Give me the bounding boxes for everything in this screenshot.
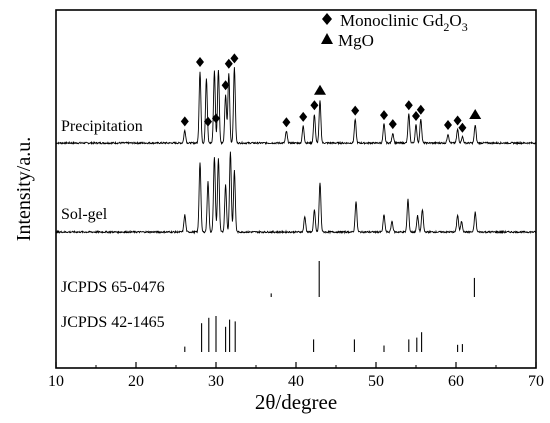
x-tick-label-60: 60: [448, 373, 464, 390]
diamond-marker-icon: [180, 116, 189, 127]
x-tick-label-40: 40: [288, 373, 304, 390]
curves-layer: [55, 67, 537, 352]
xrd-curve-precipitation: [55, 67, 537, 146]
label-sol-gel: Sol-gel: [61, 206, 108, 223]
diamond-marker-icon: [221, 80, 230, 91]
diamond-marker-icon: [212, 113, 220, 124]
triangle-marker-icon: [469, 109, 482, 119]
label-jcpds-42-1465: JCPDS 42-1465: [61, 314, 165, 331]
legend-triangle-icon: [321, 33, 333, 44]
diamond-marker-icon: [224, 58, 233, 69]
diamond-marker-icon: [453, 115, 462, 126]
x-tick-label-50: 50: [368, 373, 384, 390]
y-axis-label: Intensity/a.u.: [13, 137, 35, 241]
triangle-marker-icon: [314, 84, 326, 95]
x-tick-label-10: 10: [48, 373, 64, 390]
diamond-marker-icon: [458, 122, 467, 133]
diamond-marker-icon: [404, 100, 413, 111]
xrd-curve-sol-gel: [55, 151, 537, 235]
label-jcpds-65-0476: JCPDS 65-0476: [61, 279, 165, 296]
diamond-marker-icon: [299, 111, 308, 122]
diamond-marker-icon: [282, 117, 291, 128]
diamond-marker-icon: [310, 100, 319, 111]
diamond-marker-icon: [388, 119, 397, 130]
markers-layer: [180, 53, 482, 133]
diamond-marker-icon: [196, 57, 204, 67]
legend-mgo-label: MgO: [338, 31, 374, 50]
diamond-marker-icon: [412, 110, 420, 121]
x-axis-ticks: 10 20 30 40 50 60 70: [48, 362, 544, 390]
x-tick-label-30: 30: [208, 373, 224, 390]
diamond-marker-icon: [444, 120, 452, 130]
legend: Monoclinic Gd2O3 MgO: [321, 11, 468, 50]
legend-gd2o3-label: Monoclinic Gd2O3: [340, 11, 468, 34]
diamond-marker-icon: [351, 105, 360, 116]
x-axis-label: 2θ/degree: [255, 390, 337, 414]
diamond-marker-icon: [416, 104, 425, 115]
x-tick-label-70: 70: [528, 373, 544, 390]
label-precipitation: Precipitation: [61, 118, 143, 135]
legend-diamond-icon: [322, 13, 332, 25]
diamond-marker-icon: [230, 53, 239, 64]
x-tick-label-20: 20: [128, 373, 144, 390]
diamond-marker-icon: [204, 116, 212, 127]
diamond-marker-icon: [380, 110, 388, 121]
